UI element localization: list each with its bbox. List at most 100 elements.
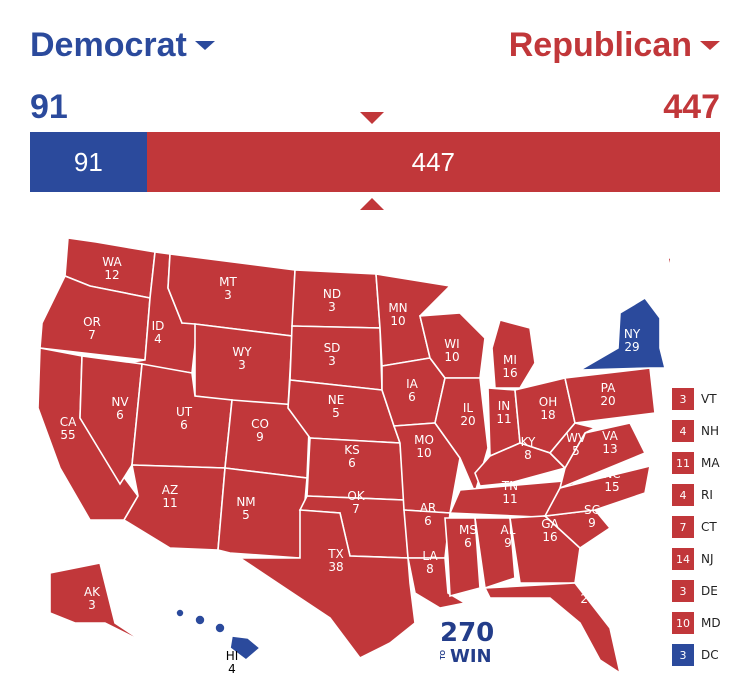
state-nv[interactable] [79, 355, 143, 486]
small-state-name: CT [701, 520, 717, 534]
state-ms[interactable] [444, 517, 481, 598]
small-state-ma[interactable]: 11 MA [672, 450, 720, 476]
state-label-mt: MT [219, 275, 237, 289]
state-votes-mi: 16 [502, 366, 517, 380]
state-label-va: VA [602, 429, 618, 443]
small-state-name: MA [701, 456, 720, 470]
state-label-il: IL [463, 401, 474, 415]
small-state-name: DE [701, 584, 718, 598]
small-state-votes: 4 [672, 420, 694, 442]
republican-bar-segment: 447 [146, 132, 720, 192]
state-label-hi: HI [226, 649, 239, 663]
state-hi[interactable] [175, 608, 262, 662]
small-state-name: RI [701, 488, 713, 502]
state-label-tx: TX [327, 547, 344, 561]
state-votes-ak: 3 [88, 598, 96, 612]
state-label-co: CO [251, 417, 269, 431]
state-votes-ny: 29 [624, 340, 639, 354]
state-label-wv: WV [566, 431, 587, 445]
small-state-nh[interactable]: 4 NH [672, 418, 719, 444]
270towin-logo: 270 TO WIN [440, 620, 494, 668]
majority-marker-top-icon [360, 112, 384, 124]
state-votes-ar: 6 [424, 514, 432, 528]
small-state-votes: 3 [672, 644, 694, 666]
small-state-md[interactable]: 10 MD [672, 610, 721, 636]
state-votes-pa: 20 [600, 394, 615, 408]
state-label-pa: PA [601, 381, 616, 395]
republican-bar-value: 447 [411, 146, 456, 177]
small-state-votes: 3 [672, 388, 694, 410]
state-votes-ne: 5 [332, 406, 340, 420]
small-state-votes: 3 [672, 580, 694, 602]
state-label-az: AZ [162, 483, 178, 497]
small-state-vt[interactable]: 3 VT [672, 386, 717, 412]
state-label-ks: KS [344, 443, 360, 457]
small-state-ct[interactable]: 7 CT [672, 514, 717, 540]
state-me[interactable] [666, 257, 670, 318]
state-al[interactable] [474, 517, 516, 590]
small-state-name: NH [701, 424, 719, 438]
state-fl[interactable] [483, 582, 622, 675]
state-votes-ga: 16 [542, 530, 557, 544]
state-label-nv: NV [111, 395, 129, 409]
state-label-al: AL [501, 523, 516, 537]
state-label-ne: NE [328, 393, 345, 407]
state-wv[interactable] [548, 422, 598, 470]
state-label-ia: IA [406, 377, 419, 391]
state-nm[interactable] [217, 467, 308, 559]
state-label-nc: NC [603, 467, 620, 481]
democrat-party-selector[interactable]: Democrat [30, 26, 215, 65]
democrat-bar-segment: 91 [30, 132, 147, 192]
state-label-id: ID [152, 319, 165, 333]
small-state-dc[interactable]: 3 DC [672, 642, 719, 668]
republican-party-selector[interactable]: Republican [509, 26, 720, 65]
democrat-total: 91 [30, 88, 68, 126]
state-votes-al: 9 [504, 536, 512, 550]
small-state-votes: 10 [672, 612, 694, 634]
state-votes-id: 4 [154, 332, 162, 346]
small-state-votes: 4 [672, 484, 694, 506]
majority-marker-bottom-icon [360, 198, 384, 210]
state-label-fl: FL [581, 579, 595, 593]
state-pa[interactable] [564, 367, 656, 424]
state-sd[interactable] [289, 325, 383, 391]
small-state-nj[interactable]: 14 NJ [672, 546, 714, 572]
small-state-name: MD [701, 616, 721, 630]
state-votes-la: 8 [426, 562, 434, 576]
state-label-ar: AR [420, 501, 437, 515]
state-label-ky: KY [521, 435, 536, 449]
logo-to: TO [440, 650, 447, 660]
state-votes-wi: 10 [444, 350, 459, 364]
small-state-name: NJ [701, 552, 714, 566]
small-state-de[interactable]: 3 DE [672, 578, 718, 604]
us-electoral-map: WA12OR7CA55ID4NV6MT3WY3UT6AZ11CO9NM5ND3S… [37, 237, 670, 676]
state-label-wi: WI [444, 337, 459, 351]
state-votes-ky: 8 [524, 448, 532, 462]
state-votes-ks: 6 [348, 456, 356, 470]
logo-win: WIN [450, 646, 492, 667]
small-state-ri[interactable]: 4 RI [672, 482, 713, 508]
state-label-mi: MI [503, 353, 517, 367]
state-label-la: LA [422, 549, 438, 563]
state-tx[interactable] [237, 509, 416, 660]
state-votes-tx: 38 [328, 560, 343, 574]
state-votes-mo: 10 [416, 446, 431, 460]
state-ny[interactable] [579, 296, 667, 371]
state-votes-in: 11 [496, 412, 511, 426]
state-ak[interactable] [49, 562, 146, 644]
state-votes-az: 11 [162, 496, 177, 510]
small-state-name: DC [701, 648, 719, 662]
state-label-tn: TN [501, 479, 518, 493]
state-label-ms: MS [459, 523, 477, 537]
state-label-nd: ND [323, 287, 341, 301]
state-label-sd: SD [324, 341, 341, 355]
state-nc[interactable] [543, 464, 652, 517]
state-votes-ca: 55 [60, 428, 75, 442]
state-label-ok: OK [347, 489, 365, 503]
democrat-label: Democrat [30, 26, 187, 64]
state-votes-ut: 6 [180, 418, 188, 432]
small-state-votes: 7 [672, 516, 694, 538]
logo-number: 270 [440, 618, 495, 648]
state-votes-oh: 18 [540, 408, 555, 422]
state-votes-mn: 10 [390, 314, 405, 328]
